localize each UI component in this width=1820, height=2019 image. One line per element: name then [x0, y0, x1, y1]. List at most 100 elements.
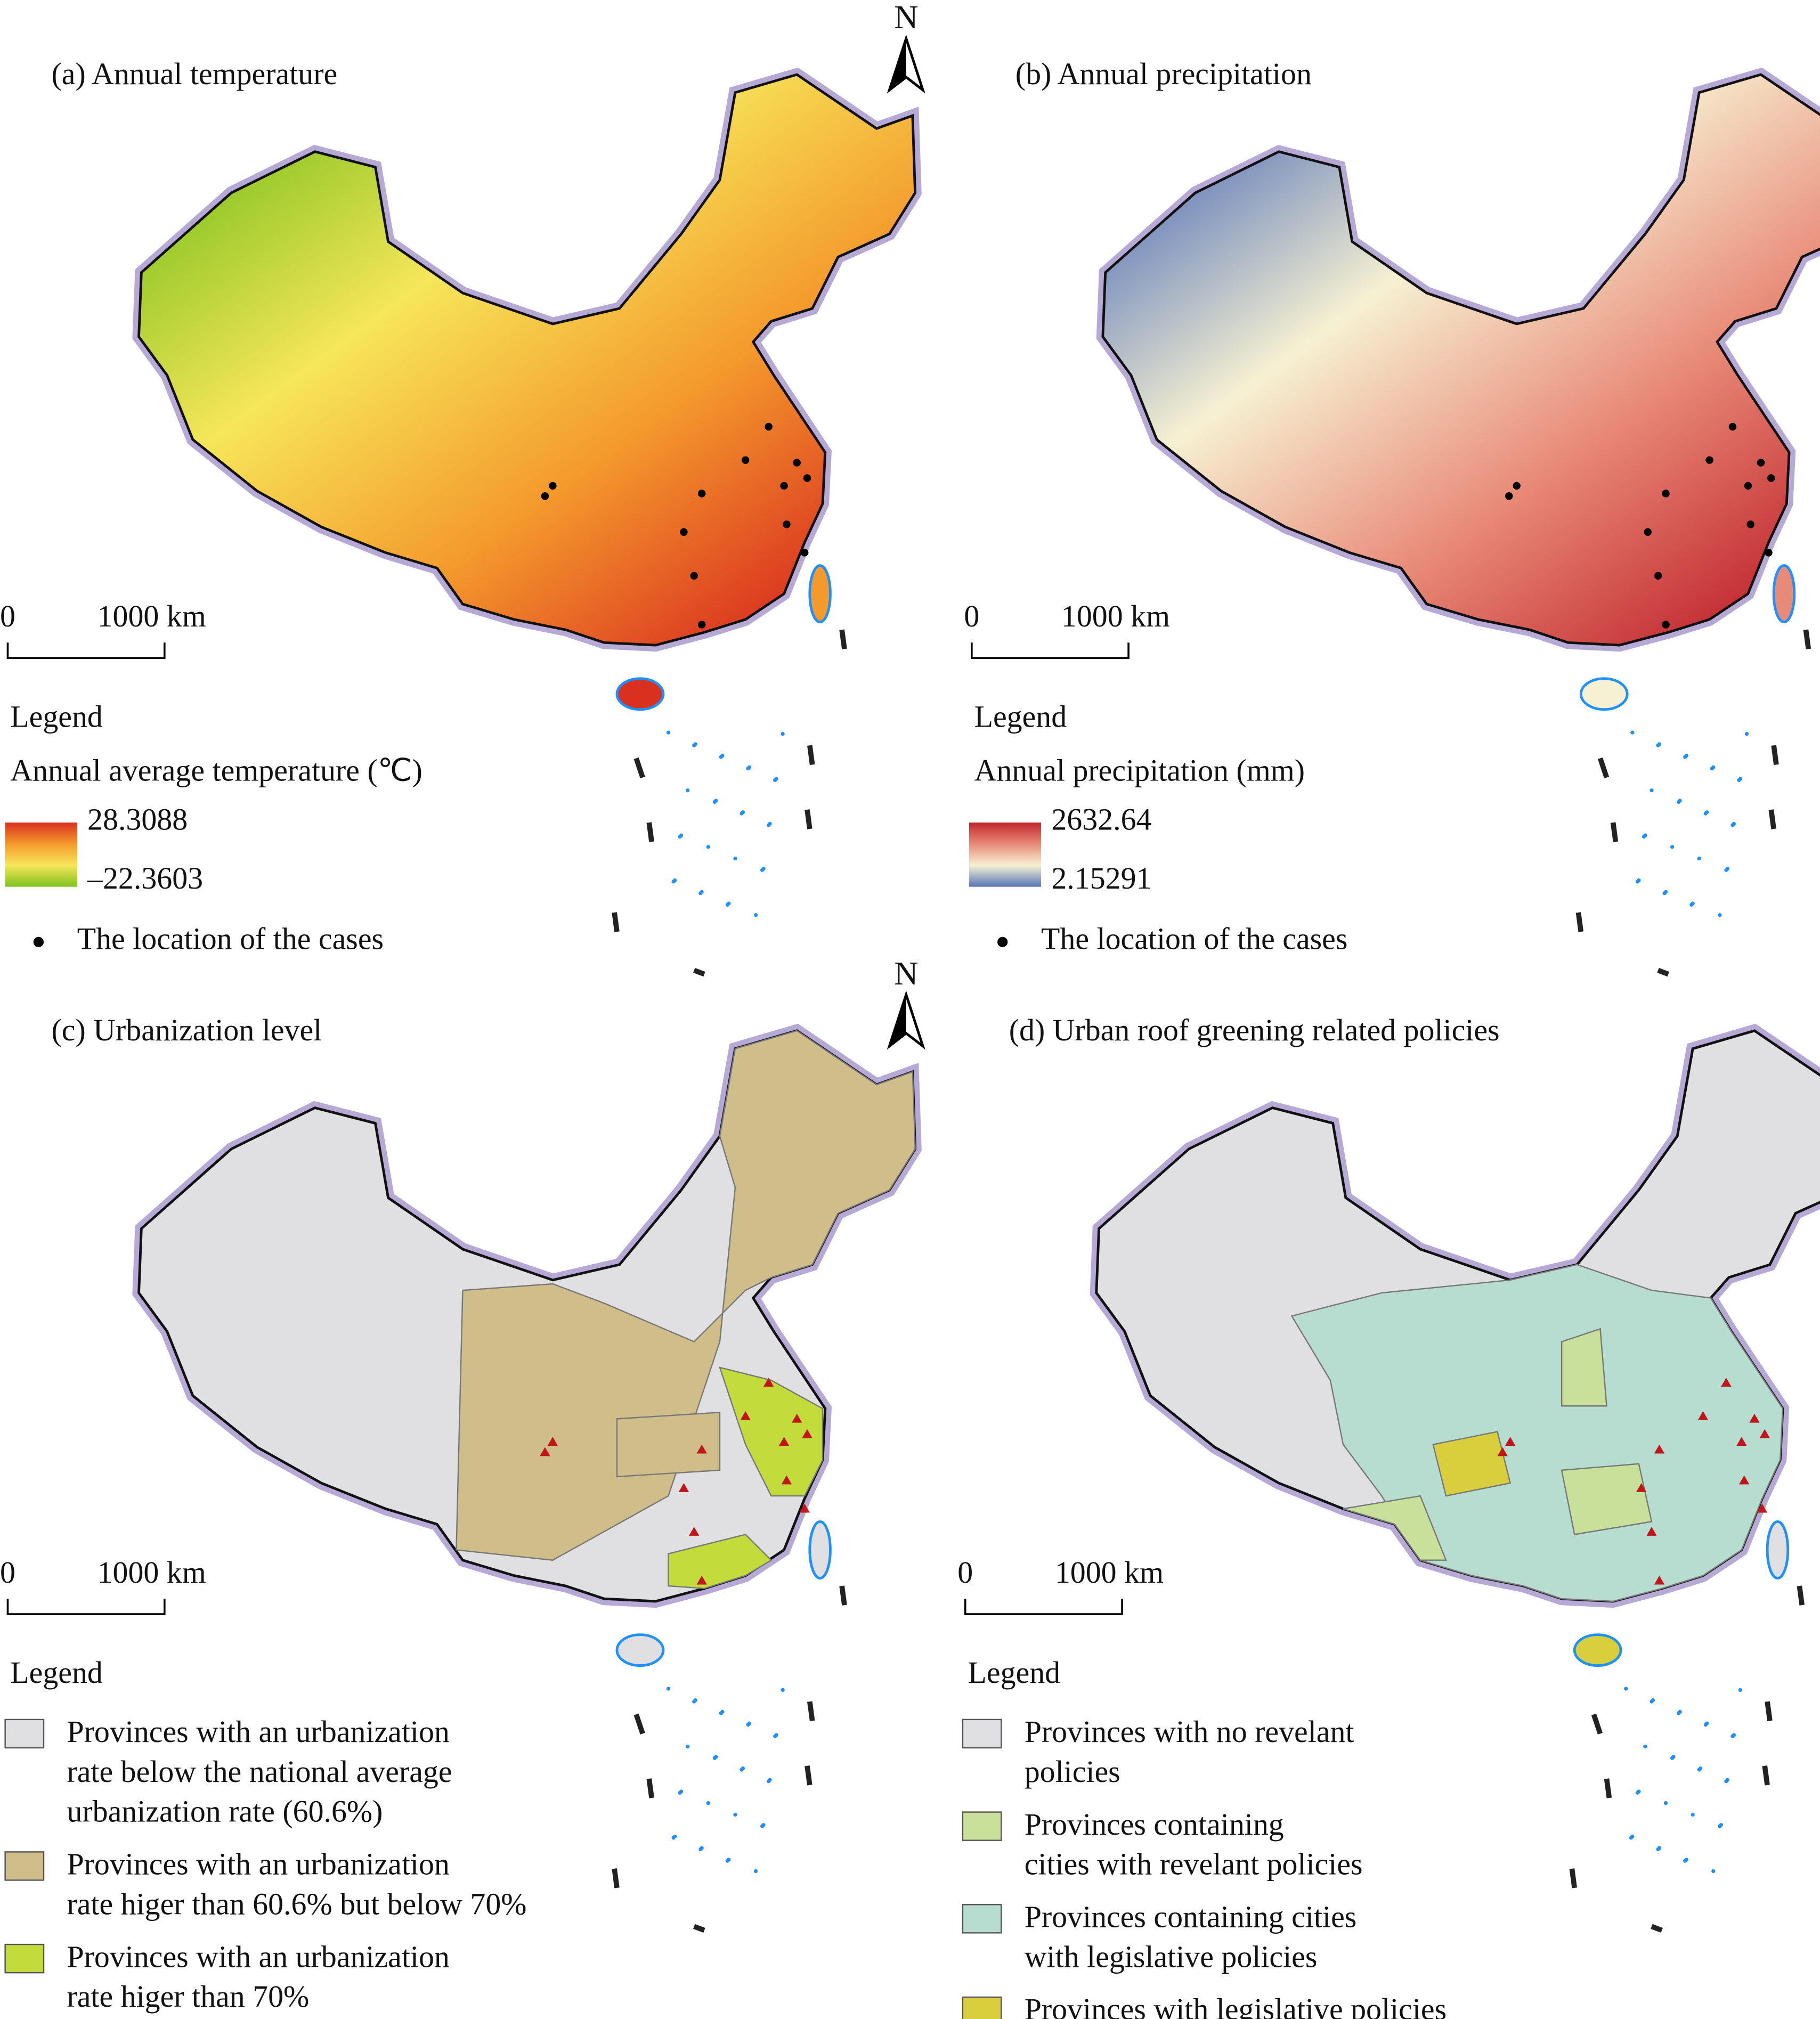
islet: [1730, 1734, 1735, 1738]
case-point: [1505, 1437, 1516, 1446]
islet: [740, 1768, 744, 1772]
case-point: [1644, 528, 1652, 536]
islet: [1724, 868, 1728, 872]
scale-zero: 0: [964, 599, 979, 633]
case-point: [781, 1475, 792, 1485]
case-point: [741, 456, 750, 464]
islet: [733, 856, 737, 861]
boundary-dash: [693, 1924, 705, 1933]
islet: [1662, 891, 1667, 895]
panel-title: (c) Urbanization level: [51, 1013, 322, 1047]
legend-heading: Legend: [968, 1655, 1061, 1690]
islet: [1670, 845, 1675, 849]
islet: [1670, 1756, 1675, 1760]
boundary-dash: [1797, 1585, 1805, 1606]
islet: [725, 1859, 730, 1863]
case-point: [680, 528, 688, 536]
case-point: [740, 1411, 751, 1420]
province-region: [1343, 1495, 1447, 1561]
province-region: [456, 1030, 916, 1561]
legend-min: 2.15291: [1051, 861, 1151, 895]
islet: [698, 1847, 703, 1852]
case-point: [1765, 549, 1773, 557]
north-label: N: [894, 955, 918, 992]
boundary-dash: [1610, 822, 1619, 842]
islet: [1683, 1859, 1687, 1863]
boundary-dash: [1771, 745, 1779, 766]
case-point: [1728, 422, 1737, 431]
islet: [1656, 743, 1660, 747]
legend-label: Provinces containing cities: [1025, 1899, 1357, 1934]
north-arrow-half: [889, 995, 906, 1046]
boundary-dash: [839, 1585, 847, 1606]
case-point: [689, 1527, 700, 1536]
islet: [1744, 731, 1749, 736]
province-region: [719, 1366, 824, 1497]
boundary-dash: [612, 912, 620, 932]
legend-heading: Legend: [10, 699, 103, 734]
case-point: [1749, 1413, 1760, 1423]
province-region: [1432, 1431, 1512, 1497]
boundary-dash: [1803, 629, 1811, 649]
scale-zero: 0: [0, 1555, 15, 1590]
case-point: [1654, 1444, 1665, 1454]
boundary-dash: [646, 822, 654, 842]
case-point: [793, 459, 801, 467]
scale-label: 1000 km: [98, 1555, 206, 1590]
island: [1579, 677, 1629, 711]
boundary-dash: [807, 1701, 815, 1721]
islet: [719, 755, 723, 759]
islet: [1718, 913, 1722, 917]
case-point: [1505, 492, 1513, 500]
boundary-dash: [1651, 1924, 1663, 1933]
case-point: [697, 490, 706, 498]
case-point: [1746, 520, 1754, 528]
boundary-dash: [1591, 1713, 1603, 1735]
islet: [1629, 1836, 1633, 1840]
islet: [1697, 856, 1701, 861]
islet: [712, 1756, 717, 1760]
islet: [1642, 834, 1646, 839]
boundary-dash: [1768, 809, 1776, 829]
panel: (c) Urbanization level N 0 1000 km Legend Pro…: [0, 955, 925, 2014]
panel: (d) Urban roof greening related policies…: [957, 1013, 1820, 2019]
islet: [1718, 1824, 1722, 1828]
legend-label: Provinces containing: [1025, 1807, 1284, 1842]
case-point: [1636, 1483, 1647, 1492]
case-point: [1744, 482, 1752, 490]
legend-label: rate below the national average: [67, 1754, 452, 1789]
islet: [1691, 1812, 1695, 1817]
case-point: [696, 1444, 707, 1454]
case-point: [1662, 621, 1670, 629]
legend-min: –22.3603: [87, 861, 203, 895]
province-region: [616, 1412, 721, 1478]
case-point: [1497, 1447, 1508, 1456]
islet: [781, 731, 785, 736]
islet: [781, 1688, 785, 1692]
boundary-dash: [807, 745, 815, 766]
legend-swatch: [4, 1943, 45, 1974]
legend-title: Annual precipitation (mm): [974, 753, 1305, 788]
case-point: [763, 1378, 774, 1387]
boundary-dash: [1597, 757, 1610, 779]
legend-label: rate higer than 70%: [67, 1979, 309, 2014]
legend-swatch: [962, 1904, 1002, 1934]
case-point: [792, 1413, 802, 1423]
islet: [1710, 767, 1714, 771]
legend-marker: [33, 937, 44, 947]
scale-label: 1000 km: [1055, 1555, 1164, 1590]
case-point: [799, 1503, 810, 1513]
scale-zero: 0: [957, 1555, 973, 1590]
province-region: [1561, 1328, 1607, 1407]
boundary-dash: [1569, 1868, 1578, 1888]
case-point: [780, 482, 788, 490]
boundary-dash: [1657, 967, 1670, 977]
legend-ramp: [5, 822, 77, 887]
province-region: [668, 1534, 773, 1590]
islet: [760, 1824, 765, 1828]
boundary-dash: [633, 1713, 645, 1735]
island: [808, 564, 832, 624]
map: [139, 75, 915, 645]
islet: [666, 1687, 671, 1691]
island: [1766, 1520, 1790, 1580]
